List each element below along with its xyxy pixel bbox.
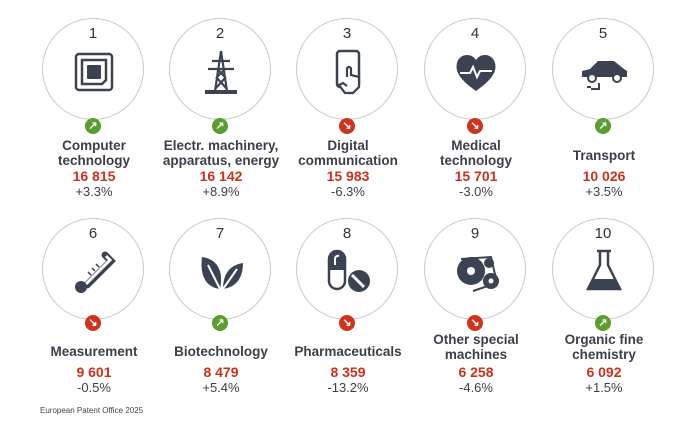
change-percent: +3.5% bbox=[585, 184, 623, 199]
field-label: Medical technology bbox=[402, 138, 550, 168]
field-label-line: technology bbox=[57, 153, 130, 168]
field-label-line: Other special bbox=[433, 332, 519, 347]
flask-icon bbox=[585, 249, 623, 291]
application-count: 15 701 bbox=[454, 168, 498, 184]
change-percent: +8.9% bbox=[202, 184, 240, 199]
rank-number: 3 bbox=[342, 25, 352, 42]
smartphone-hand-icon bbox=[335, 49, 361, 95]
rank-circle: 1 bbox=[42, 18, 144, 120]
field-label-line: chemistry bbox=[572, 347, 636, 362]
trend-down-arrow-icon: ↘ bbox=[467, 315, 483, 331]
application-count: 16 815 bbox=[72, 168, 116, 184]
field-label: Organic fine chemistry bbox=[530, 332, 678, 362]
trend-up-arrow-icon: ↗ bbox=[595, 118, 611, 134]
trend-up-arrow-icon: ↗ bbox=[85, 118, 101, 134]
change-percent: -6.3% bbox=[331, 184, 365, 199]
field-label: Pharmaceuticals bbox=[274, 344, 422, 359]
field-label-line: Computer bbox=[62, 138, 126, 153]
leaves-icon bbox=[201, 257, 243, 290]
rank-circle: 3 bbox=[296, 18, 398, 120]
rank-number: 10 bbox=[594, 225, 612, 242]
field-label-line: Measurement bbox=[50, 344, 138, 359]
field-label-line: Digital bbox=[327, 138, 369, 153]
trend-down-arrow-icon: ↘ bbox=[85, 315, 101, 331]
application-count: 10 026 bbox=[582, 168, 626, 184]
field-label-line: technology bbox=[439, 153, 512, 168]
application-count: 15 983 bbox=[326, 168, 370, 184]
field-label-line: apparatus, energy bbox=[162, 153, 280, 168]
rank-number: 8 bbox=[342, 225, 352, 242]
chip-icon bbox=[74, 52, 114, 92]
field-label-line: Pharmaceuticals bbox=[294, 344, 402, 359]
rank-number: 7 bbox=[215, 225, 225, 242]
pills-icon bbox=[327, 249, 370, 292]
change-percent: -4.6% bbox=[459, 380, 493, 395]
change-percent: +5.4% bbox=[202, 380, 240, 395]
field-label-line: communication bbox=[298, 153, 398, 168]
rank-number: 5 bbox=[598, 25, 608, 42]
rank-circle: 4 bbox=[424, 18, 526, 120]
heart-pulse-icon bbox=[456, 54, 496, 91]
application-count: 9 601 bbox=[76, 364, 112, 380]
trend-up-arrow-icon: ↗ bbox=[595, 315, 611, 331]
field-label: Computer technology bbox=[20, 138, 168, 168]
field-label-line: Biotechnology bbox=[174, 344, 268, 359]
change-percent: +3.3% bbox=[75, 184, 113, 199]
trend-down-arrow-icon: ↘ bbox=[467, 118, 483, 134]
field-label-line: Transport bbox=[572, 148, 636, 163]
thermometer-icon bbox=[75, 251, 116, 293]
rank-number: 6 bbox=[88, 225, 98, 242]
field-label: Measurement bbox=[20, 344, 168, 359]
field-label: Digital communication bbox=[274, 138, 422, 168]
field-label-line: Electr. machinery, bbox=[163, 138, 279, 153]
rank-number: 9 bbox=[470, 225, 480, 242]
footer-source: European Patent Office 2025 bbox=[40, 406, 144, 415]
application-count: 8 359 bbox=[330, 364, 366, 380]
rank-circle: 8 bbox=[296, 218, 398, 320]
trend-down-arrow-icon: ↘ bbox=[339, 118, 355, 134]
rank-circle: 6 bbox=[42, 218, 144, 320]
change-percent: -13.2% bbox=[327, 380, 369, 395]
rank-circle: 5 bbox=[552, 18, 654, 120]
change-percent: -3.0% bbox=[459, 184, 493, 199]
rank-circle: 2 bbox=[169, 18, 271, 120]
rank-number: 4 bbox=[470, 25, 480, 42]
field-label: Biotechnology bbox=[147, 344, 295, 359]
application-count: 6 258 bbox=[458, 364, 494, 380]
rank-number: 2 bbox=[215, 25, 225, 42]
field-label-line: Medical bbox=[451, 138, 501, 153]
rank-circle: 7 bbox=[169, 218, 271, 320]
belt-machine-icon bbox=[457, 255, 499, 292]
trend-up-arrow-icon: ↗ bbox=[212, 315, 228, 331]
change-percent: -0.5% bbox=[77, 380, 111, 395]
change-percent: +1.5% bbox=[585, 380, 623, 395]
trend-up-arrow-icon: ↗ bbox=[212, 118, 228, 134]
field-label: Transport bbox=[530, 148, 678, 163]
trend-down-arrow-icon: ↘ bbox=[339, 315, 355, 331]
field-label-line: Organic fine bbox=[564, 332, 644, 347]
field-label: Electr. machinery, apparatus, energy bbox=[147, 138, 295, 168]
power-pylon-icon bbox=[205, 50, 237, 94]
application-count: 16 142 bbox=[199, 168, 243, 184]
rank-number: 1 bbox=[88, 25, 98, 42]
application-count: 6 092 bbox=[586, 364, 622, 380]
field-label: Other special machines bbox=[402, 332, 550, 362]
rank-circle: 9 bbox=[424, 218, 526, 320]
electric-car-icon bbox=[582, 61, 627, 90]
application-count: 8 479 bbox=[203, 364, 239, 380]
field-label-line: machines bbox=[444, 347, 508, 362]
rank-circle: 10 bbox=[552, 218, 654, 320]
